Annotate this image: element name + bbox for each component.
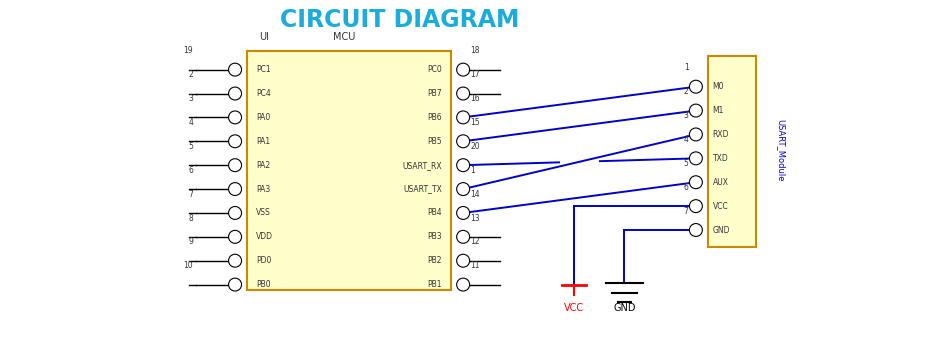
Ellipse shape (457, 87, 470, 100)
Text: VCC: VCC (565, 303, 584, 313)
Text: PB7: PB7 (427, 89, 442, 98)
Text: AUX: AUX (712, 178, 728, 187)
Text: UI: UI (259, 32, 269, 42)
Text: 7: 7 (684, 207, 688, 216)
Ellipse shape (689, 224, 702, 236)
Text: 4: 4 (684, 135, 688, 144)
Text: 5: 5 (684, 159, 688, 168)
Text: MCU: MCU (333, 32, 355, 42)
Text: GND: GND (613, 303, 636, 313)
Text: 3: 3 (189, 94, 193, 103)
Text: 3: 3 (684, 111, 688, 120)
Text: 4: 4 (189, 118, 193, 127)
Text: 8: 8 (189, 214, 193, 223)
Text: 6: 6 (189, 166, 193, 175)
Text: VCC: VCC (712, 202, 728, 211)
Text: USART_RX: USART_RX (402, 161, 442, 170)
Text: 2: 2 (189, 70, 193, 79)
Text: VSS: VSS (257, 208, 272, 217)
Ellipse shape (229, 111, 242, 124)
Text: PB4: PB4 (427, 208, 442, 217)
Text: RXD: RXD (712, 130, 729, 139)
Text: PB1: PB1 (427, 280, 442, 289)
Ellipse shape (229, 206, 242, 219)
Text: 12: 12 (471, 237, 480, 246)
Ellipse shape (689, 176, 702, 189)
Ellipse shape (229, 254, 242, 267)
Text: PA0: PA0 (257, 113, 271, 122)
Text: GND: GND (712, 226, 730, 235)
Text: PD0: PD0 (257, 256, 272, 265)
Text: PB2: PB2 (427, 256, 442, 265)
Text: M0: M0 (712, 82, 724, 91)
Text: USART_Module: USART_Module (776, 119, 785, 181)
Text: PB3: PB3 (427, 232, 442, 241)
Text: 6: 6 (684, 183, 688, 192)
Text: PB0: PB0 (257, 280, 271, 289)
Ellipse shape (689, 152, 702, 165)
Text: TXD: TXD (712, 154, 728, 163)
Text: M1: M1 (712, 106, 724, 115)
Text: PC4: PC4 (257, 89, 272, 98)
Text: PB6: PB6 (427, 113, 442, 122)
Ellipse shape (689, 80, 702, 93)
Ellipse shape (457, 135, 470, 148)
Text: PA2: PA2 (257, 161, 271, 170)
Bar (247, 51, 451, 290)
Text: 10: 10 (184, 261, 193, 270)
Ellipse shape (457, 230, 470, 243)
Text: 1: 1 (684, 63, 688, 73)
Ellipse shape (457, 254, 470, 267)
Text: PC1: PC1 (257, 65, 271, 74)
Text: 16: 16 (471, 94, 480, 103)
Ellipse shape (457, 63, 470, 76)
Bar (708, 56, 756, 247)
Text: 19: 19 (184, 46, 193, 55)
Text: 2: 2 (684, 87, 688, 96)
Text: 1: 1 (471, 166, 475, 175)
Text: CIRCUIT DIAGRAM: CIRCUIT DIAGRAM (281, 8, 520, 32)
Ellipse shape (229, 230, 242, 243)
Text: 7: 7 (189, 190, 193, 199)
Ellipse shape (229, 135, 242, 148)
Text: 20: 20 (471, 142, 480, 151)
Ellipse shape (229, 278, 242, 291)
Ellipse shape (457, 159, 470, 172)
Ellipse shape (689, 200, 702, 213)
Ellipse shape (689, 104, 702, 117)
Text: 5: 5 (189, 142, 193, 151)
Text: 11: 11 (471, 261, 480, 270)
Ellipse shape (229, 159, 242, 172)
Text: USART_TX: USART_TX (403, 185, 442, 194)
Text: VDD: VDD (257, 232, 273, 241)
Ellipse shape (457, 206, 470, 219)
Text: 17: 17 (471, 70, 480, 79)
Text: 14: 14 (471, 190, 480, 199)
Text: 13: 13 (471, 214, 480, 223)
Ellipse shape (457, 183, 470, 195)
Ellipse shape (229, 63, 242, 76)
Text: 15: 15 (471, 118, 480, 127)
Text: PA3: PA3 (257, 185, 271, 194)
Ellipse shape (689, 128, 702, 141)
Text: 9: 9 (189, 237, 193, 246)
Text: 18: 18 (471, 46, 480, 55)
Ellipse shape (229, 87, 242, 100)
Ellipse shape (229, 183, 242, 195)
Ellipse shape (457, 278, 470, 291)
Text: PB5: PB5 (427, 137, 442, 146)
Text: PA1: PA1 (257, 137, 271, 146)
Text: PC0: PC0 (427, 65, 442, 74)
Ellipse shape (457, 111, 470, 124)
